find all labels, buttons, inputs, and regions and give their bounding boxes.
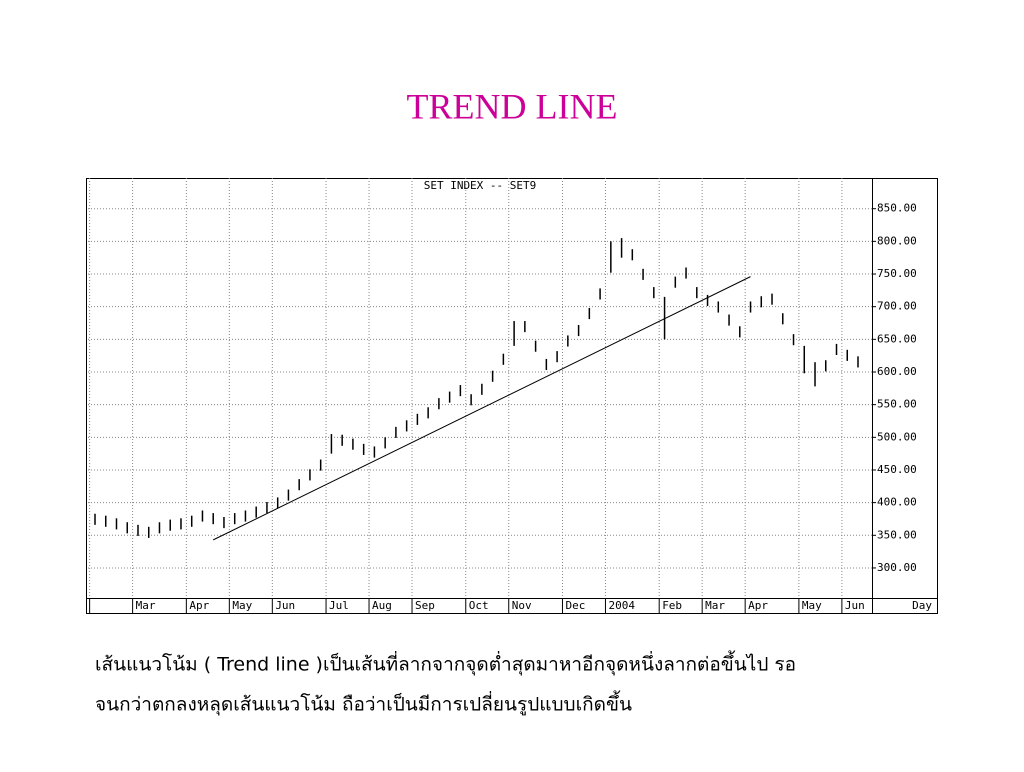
y-tick-label: 550.00 [877,398,917,411]
trend-line [212,276,751,541]
x-tick-label: May [802,599,822,612]
x-tick-label: Feb [662,599,682,612]
y-tick-label: 350.00 [877,528,917,541]
x-tick-label: Apr [189,599,209,612]
x-tick-label: Mar [705,599,725,612]
x-tick-label: 2004 [608,599,635,612]
y-tick-label: 800.00 [877,234,917,247]
plot: 300.00 350.00 400.00 450.00 500.00 550.00 600.… [88,178,917,613]
chart-title: SET INDEX -- SET9 [424,179,537,192]
x-tick-label: Nov [512,599,532,612]
x-tick-label: May [232,599,252,612]
y-tick-label: 400.00 [877,496,917,509]
x-tick-label: Dec [565,599,585,612]
x-tick-label: Oct [469,599,489,612]
y-tick-label: 300.00 [877,561,917,574]
caption-line: จนกว่าตกลงหลุดเส้นแนวโน้ม ถือว่าเป็นมีกา… [95,691,632,717]
y-tick-label: 700.00 [877,300,917,313]
chart-frame [86,178,938,614]
caption-line: เส้นแนวโน้ม ( Trend line )เป็นเส้นที่ลาก… [95,651,796,677]
y-tick-label: 650.00 [877,332,917,345]
x-tick-label: Jun [845,599,865,612]
x-tick-label: Jun [275,599,295,612]
y-tick-label: 600.00 [877,365,917,378]
x-tick-label: Jul [329,599,349,612]
y-tick-label: 500.00 [877,430,917,443]
x-tick-label: Apr [748,599,768,612]
slide-title: TREND LINE [407,86,618,126]
x-tick-label: Mar [136,599,156,612]
y-tick-label: 750.00 [877,267,917,280]
y-tick-label: 850.00 [877,202,917,215]
x-axis-label: Day [912,599,932,612]
x-tick-label: Sep [415,599,435,612]
y-tick-label: 450.00 [877,463,917,476]
x-tick-label: Aug [372,599,392,612]
